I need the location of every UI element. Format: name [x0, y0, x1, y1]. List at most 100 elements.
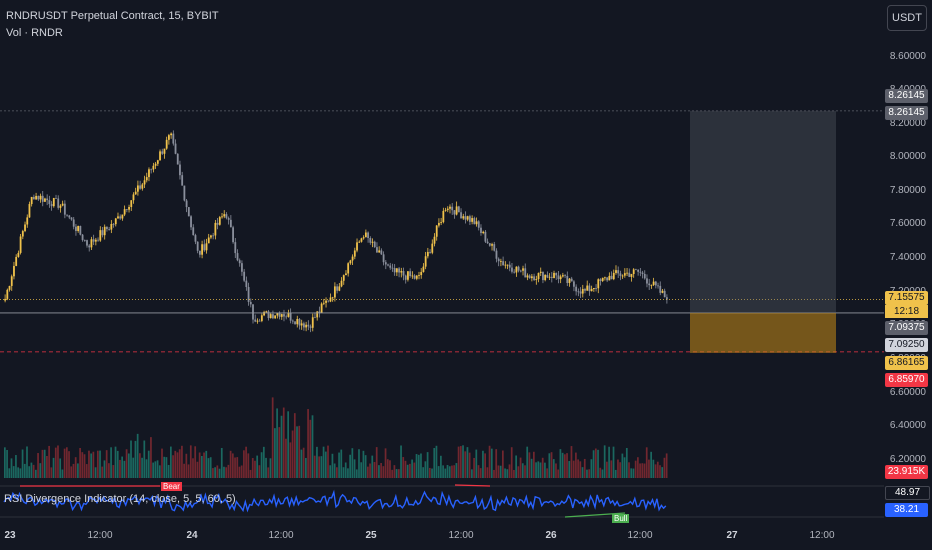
volume-bar	[375, 447, 378, 478]
target-axis-label: 8.26145	[885, 89, 928, 103]
candle-body	[493, 244, 496, 251]
volume-bar	[579, 461, 582, 478]
volume-bar	[358, 449, 360, 478]
volume-bar	[510, 447, 513, 478]
volume-bar	[116, 450, 119, 478]
volume-bar	[532, 451, 535, 478]
candle-body	[161, 151, 164, 154]
candle-body	[646, 278, 648, 284]
candle-body	[628, 272, 631, 277]
volume-bar	[455, 463, 458, 478]
volume-bar	[499, 465, 502, 478]
volume-bar	[594, 448, 597, 478]
candle-body	[309, 326, 312, 328]
candle-body	[340, 280, 343, 287]
candle-body	[141, 184, 144, 189]
candle-body	[327, 300, 330, 302]
candle-body	[595, 287, 597, 289]
volume-bar	[413, 462, 416, 478]
currency-button[interactable]: USDT	[887, 5, 927, 31]
candle-body	[108, 229, 111, 230]
volume-bar	[125, 449, 128, 478]
bear-divergence-line	[454, 484, 491, 487]
candle-body	[101, 230, 104, 236]
volume-bar	[192, 458, 194, 478]
candle-body	[70, 217, 73, 220]
volume-bar	[154, 461, 157, 478]
volume-bar	[617, 459, 619, 478]
candle-body	[338, 286, 341, 291]
candle-body	[223, 214, 226, 217]
volume-bar	[300, 449, 303, 478]
candle-body	[550, 276, 553, 278]
volume-bar	[502, 450, 504, 478]
volume-bar	[37, 453, 39, 478]
volume-bar	[493, 469, 495, 478]
candle-body	[451, 206, 454, 211]
volume-bar	[79, 447, 81, 478]
volume-bar	[6, 449, 8, 478]
candle-body	[128, 206, 130, 210]
candle-body	[17, 252, 20, 257]
candlestick-series	[4, 130, 668, 333]
volume-bar	[251, 458, 254, 478]
volume-bar	[648, 459, 650, 478]
time-tick-label: 12:00	[87, 530, 113, 541]
candle-body	[429, 251, 431, 253]
volume-bar	[451, 465, 453, 478]
candle-body	[10, 276, 13, 286]
volume-bar	[63, 448, 66, 478]
volume-bar	[15, 455, 17, 478]
candle-body	[269, 314, 272, 319]
candle-body	[103, 226, 106, 236]
candle-body	[661, 290, 664, 293]
time-tick-label: 12:00	[448, 530, 474, 541]
candle-body	[44, 198, 46, 202]
volume-bar	[340, 449, 343, 478]
candle-body	[26, 217, 29, 225]
candle-body	[114, 218, 117, 225]
candle-body	[491, 244, 493, 246]
volume-bar	[557, 469, 560, 478]
volume-bar	[628, 462, 630, 478]
candle-body	[371, 241, 374, 243]
candle-body	[163, 148, 166, 154]
candle-body	[537, 272, 540, 280]
candle-body	[247, 287, 250, 302]
price-tick-label: 8.60000	[889, 51, 926, 62]
volume-bar	[411, 459, 413, 478]
candle-body	[568, 278, 571, 283]
candle-body	[358, 241, 361, 243]
candle-body	[639, 271, 642, 273]
candle-body	[75, 226, 77, 232]
candle-body	[557, 275, 560, 280]
candle-body	[367, 232, 369, 239]
volume-bar	[614, 469, 617, 478]
candle-body	[435, 225, 438, 237]
volume-bar	[32, 464, 35, 478]
volume-bar	[187, 464, 190, 478]
volume-bar	[74, 457, 77, 478]
volume-bar	[384, 448, 387, 478]
volume-bar	[637, 457, 639, 478]
volume-bar	[464, 451, 467, 478]
volume-bar	[606, 461, 608, 478]
volume-bar	[506, 469, 509, 478]
volume-bar	[590, 459, 593, 478]
volume-bar	[566, 453, 568, 478]
candle-body	[369, 238, 372, 243]
candle-body	[61, 203, 64, 206]
candle-body	[464, 216, 467, 220]
stop-zone-label: 6.86165	[885, 356, 928, 370]
candle-body	[601, 277, 604, 281]
volume-bar	[260, 452, 263, 478]
volume-bar	[656, 461, 659, 478]
volume-bar	[369, 463, 371, 478]
volume-bar	[203, 452, 205, 478]
candle-body	[30, 196, 33, 205]
candle-body	[615, 270, 617, 273]
volume-bar	[139, 453, 141, 478]
candle-body	[438, 222, 440, 226]
candle-body	[320, 303, 323, 313]
